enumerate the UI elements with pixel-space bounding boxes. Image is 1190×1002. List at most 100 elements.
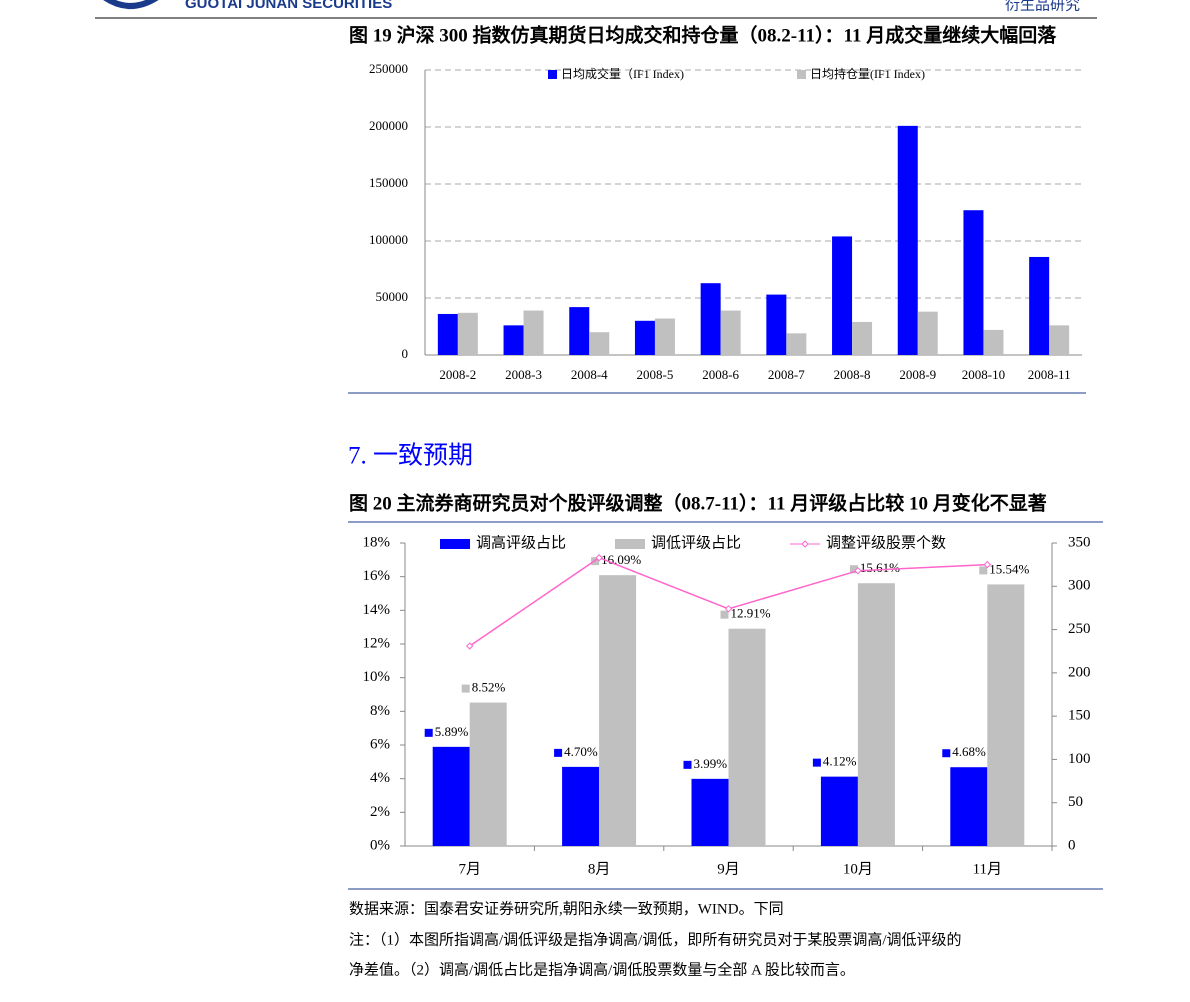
value-label: 4.70% xyxy=(564,744,598,759)
value-label-marker xyxy=(720,610,729,619)
line-marker xyxy=(465,642,474,650)
x-tick-label: 2008-6 xyxy=(702,367,739,382)
x-tick-label: 2008-3 xyxy=(505,367,542,382)
value-label-marker xyxy=(461,684,470,693)
x-tick-label: 2008-11 xyxy=(1028,367,1071,382)
legend-label: 调整评级股票个数 xyxy=(826,534,946,551)
bar xyxy=(523,310,544,355)
value-label-marker xyxy=(849,565,858,574)
line-marker xyxy=(724,605,733,613)
value-label-marker xyxy=(979,566,988,575)
header-section: 衍生品研究 xyxy=(1005,0,1080,13)
value-label-marker xyxy=(683,760,692,769)
note-line: 净差值。（2）调高/调低占比是指净调高/调低股票数量与全部 A 股比较而言。 xyxy=(349,960,855,978)
value-label: 15.54% xyxy=(989,561,1029,576)
x-tick-label: 2008-5 xyxy=(637,367,674,382)
legend-label: 日均成交量（IF1 Index) xyxy=(561,66,684,81)
bar xyxy=(437,313,458,355)
bar xyxy=(832,236,853,355)
y-tick-label: 100000 xyxy=(369,232,408,247)
y-tick-label: 10% xyxy=(363,669,391,685)
bar xyxy=(983,329,1004,355)
x-tick-label: 2008-10 xyxy=(962,367,1005,382)
x-tick-label: 2008-4 xyxy=(571,367,608,382)
bar xyxy=(634,320,655,355)
line-marker xyxy=(854,566,862,575)
value-label-marker xyxy=(812,758,821,767)
y2-tick-label: 0 xyxy=(1068,837,1076,853)
bar xyxy=(950,767,988,846)
bar xyxy=(700,283,721,355)
x-tick-label: 8月 xyxy=(588,861,611,877)
source-note: 数据来源：国泰君安证券研究所,朝阳永续一致预期，WIND。下同 xyxy=(349,900,784,917)
bar xyxy=(786,333,807,355)
legend-swatch xyxy=(440,539,470,549)
bar xyxy=(963,210,984,355)
bar xyxy=(857,583,895,846)
bar xyxy=(720,310,741,355)
bar xyxy=(589,332,610,355)
legend-swatch xyxy=(801,540,809,548)
y-tick-label: 8% xyxy=(370,703,390,719)
figure-title: 图 19 沪深 300 指数仿真期货日均成交和持仓量（08.2-11）：11 月… xyxy=(349,23,1057,46)
legend-label: 日均持仓量(IF1 Index) xyxy=(810,66,925,81)
bar xyxy=(432,746,470,846)
line-marker xyxy=(595,554,603,562)
bar xyxy=(503,325,524,355)
bar xyxy=(469,702,507,846)
y-tick-label: 18% xyxy=(363,534,391,550)
bar xyxy=(1049,325,1070,355)
legend-swatch xyxy=(548,70,557,79)
y2-tick-label: 100 xyxy=(1068,751,1091,767)
section-heading: 7. 一致预期 xyxy=(348,442,473,470)
logo-text: GUOTAI JUNAN SECURITIES xyxy=(185,0,392,12)
bar xyxy=(897,125,918,355)
value-label: 12.91% xyxy=(731,606,771,621)
y-tick-label: 0 xyxy=(402,346,409,361)
x-tick-label: 2008-2 xyxy=(439,367,476,382)
y-tick-label: 150000 xyxy=(369,175,408,190)
x-tick-label: 7月 xyxy=(458,861,481,877)
value-label-marker xyxy=(424,728,433,737)
y-tick-label: 6% xyxy=(370,736,390,752)
bar xyxy=(654,318,675,355)
y2-tick-label: 150 xyxy=(1068,708,1091,724)
bar xyxy=(569,307,590,355)
figure-title: 图 20 主流券商研究员对个股评级调整（08.7-11）：11 月评级占比较 1… xyxy=(349,491,1047,514)
value-label: 8.52% xyxy=(472,680,506,695)
x-tick-label: 10月 xyxy=(843,861,873,877)
legend-swatch xyxy=(797,70,806,79)
y-tick-label: 14% xyxy=(363,602,391,618)
bar xyxy=(917,311,938,355)
y2-tick-label: 300 xyxy=(1068,578,1091,594)
y2-tick-label: 250 xyxy=(1068,621,1091,637)
bar xyxy=(987,584,1025,846)
value-label-marker xyxy=(942,749,951,758)
bar xyxy=(766,294,787,355)
y-tick-label: 16% xyxy=(363,568,391,584)
bar xyxy=(820,776,858,846)
bar xyxy=(562,766,600,846)
x-tick-label: 2008-8 xyxy=(834,367,871,382)
value-label: 3.99% xyxy=(694,756,728,771)
line-marker xyxy=(983,560,992,569)
legend-swatch xyxy=(615,539,645,549)
bar xyxy=(599,575,637,846)
y-tick-label: 200000 xyxy=(369,118,408,133)
x-tick-label: 9月 xyxy=(717,861,740,877)
x-tick-label: 2008-9 xyxy=(899,367,936,382)
logo xyxy=(103,0,159,9)
value-label: 4.68% xyxy=(952,744,986,759)
y2-tick-label: 350 xyxy=(1068,534,1091,550)
value-label: 16.09% xyxy=(601,552,641,567)
bar xyxy=(691,778,729,846)
y-tick-label: 250000 xyxy=(369,61,408,76)
y2-tick-label: 200 xyxy=(1068,664,1091,680)
note-line: 注：（1）本图所指调高/调低评级是指净调高/调低，即所有研究员对于某股票调高/调… xyxy=(349,931,962,948)
legend-label: 调高评级占比 xyxy=(476,534,566,551)
bar xyxy=(728,628,766,846)
bar xyxy=(852,321,873,355)
value-label: 4.12% xyxy=(823,754,857,769)
y-tick-label: 50000 xyxy=(376,289,409,304)
